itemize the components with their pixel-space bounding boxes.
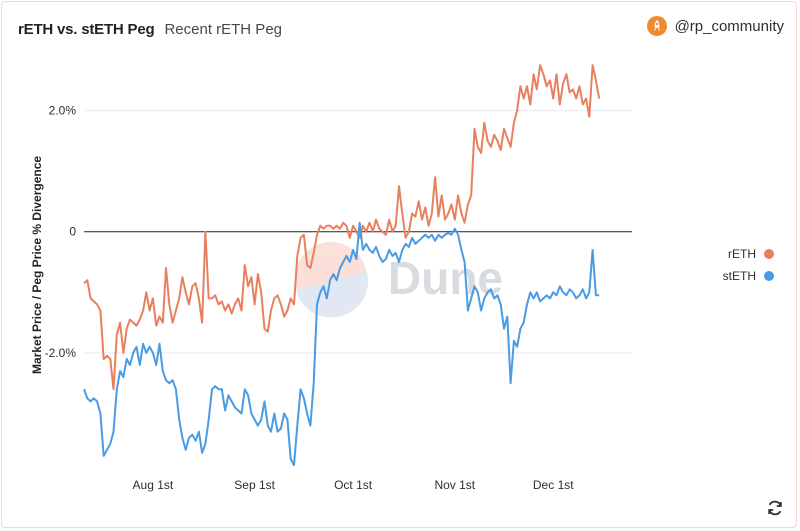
chart-header: rETH vs. stETH Peg Recent rETH Peg bbox=[18, 18, 282, 40]
x-tick-label: Sep 1st bbox=[234, 478, 275, 492]
series-line-steth bbox=[83, 221, 600, 466]
refresh-icon bbox=[768, 500, 782, 516]
dune-watermark: Dune bbox=[295, 242, 503, 318]
watermark-logo-shade bbox=[296, 272, 369, 318]
x-tick-label: Oct 1st bbox=[334, 478, 373, 492]
series-line-reth bbox=[83, 64, 601, 391]
rocket-avatar-icon bbox=[646, 16, 667, 36]
x-tick-label: Nov 1st bbox=[434, 478, 475, 492]
series-lines bbox=[83, 64, 601, 466]
legend-label-steth: stETH bbox=[723, 269, 756, 283]
x-tick-label: Dec 1st bbox=[533, 478, 574, 492]
y-tick-label: 2.0% bbox=[49, 104, 77, 118]
y-tick-label: -2.0% bbox=[45, 346, 77, 360]
legend-marker-reth bbox=[764, 249, 774, 259]
author-name: @rp_community bbox=[674, 17, 784, 35]
axis-ticks: 2.0% 0 -2.0% Aug 1st Sep 1st Oct 1st Nov 1st De… bbox=[45, 104, 575, 492]
legend-marker-steth bbox=[764, 271, 774, 281]
chart-title: rETH vs. stETH Peg bbox=[18, 20, 155, 38]
y-axis-label: Market Price / Peg Price % Divergence bbox=[30, 156, 44, 374]
author-link[interactable]: @rp_community bbox=[646, 16, 784, 36]
x-tick-label: Aug 1st bbox=[133, 478, 174, 492]
watermark-text: Dune bbox=[388, 252, 503, 304]
refresh-button[interactable] bbox=[764, 497, 786, 519]
y-tick-label: 0 bbox=[69, 225, 76, 239]
legend-label-reth: rETH bbox=[728, 247, 756, 261]
chart-subtitle: Recent rETH Peg bbox=[164, 20, 282, 38]
chart-legend: rETH stETH bbox=[723, 247, 774, 283]
